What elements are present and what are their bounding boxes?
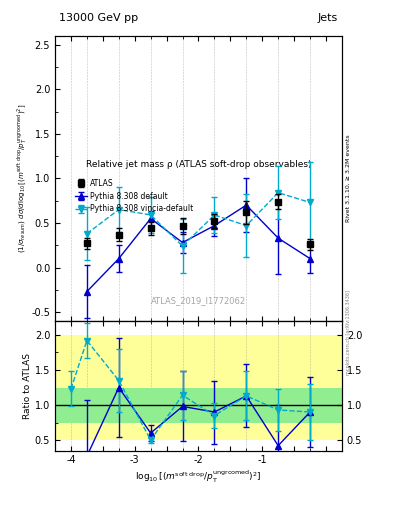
Y-axis label: Ratio to ATLAS: Ratio to ATLAS [23, 353, 32, 419]
Bar [262, 388, 294, 422]
X-axis label: $\log_{10}[(m^{\mathrm{soft\ drop}}/p_\mathrm{T}^{\mathrm{ungroomed}})^2]$: $\log_{10}[(m^{\mathrm{soft\ drop}}/p_\m… [135, 468, 262, 484]
Bar [294, 388, 326, 422]
Bar [167, 335, 198, 440]
Bar [198, 335, 230, 440]
Bar [55, 388, 103, 422]
Bar [103, 335, 135, 440]
Text: Relative jet mass ρ (ATLAS soft-drop observables): Relative jet mass ρ (ATLAS soft-drop obs… [86, 160, 311, 168]
Bar [294, 335, 326, 440]
Bar [326, 335, 342, 440]
Bar [135, 335, 167, 440]
Bar [326, 388, 342, 422]
Bar [230, 335, 262, 440]
Bar [167, 388, 198, 422]
Bar [55, 335, 103, 440]
Bar [230, 388, 262, 422]
Legend: ATLAS, Pythia 8.308 default, Pythia 8.308 vincia-default: ATLAS, Pythia 8.308 default, Pythia 8.30… [73, 177, 196, 216]
Y-axis label: $(1/\sigma_{resum})\ d\sigma/d\log_{10}[(m^{\mathrm{soft\ drop}}/p_T^{\mathrm{un: $(1/\sigma_{resum})\ d\sigma/d\log_{10}[… [15, 104, 29, 253]
Bar [103, 388, 135, 422]
Text: 13000 GeV pp: 13000 GeV pp [59, 13, 138, 23]
Bar [135, 388, 167, 422]
Bar [262, 335, 294, 440]
Text: Jets: Jets [318, 13, 338, 23]
Bar [198, 388, 230, 422]
Text: mcplots.cern.ch [arXiv:1306.3436]: mcplots.cern.ch [arXiv:1306.3436] [346, 290, 351, 375]
Y-axis label: Rivet 3.1.10, ≥ 3.2M events: Rivet 3.1.10, ≥ 3.2M events [346, 135, 351, 222]
Text: ATLAS_2019_I1772062: ATLAS_2019_I1772062 [151, 296, 246, 306]
